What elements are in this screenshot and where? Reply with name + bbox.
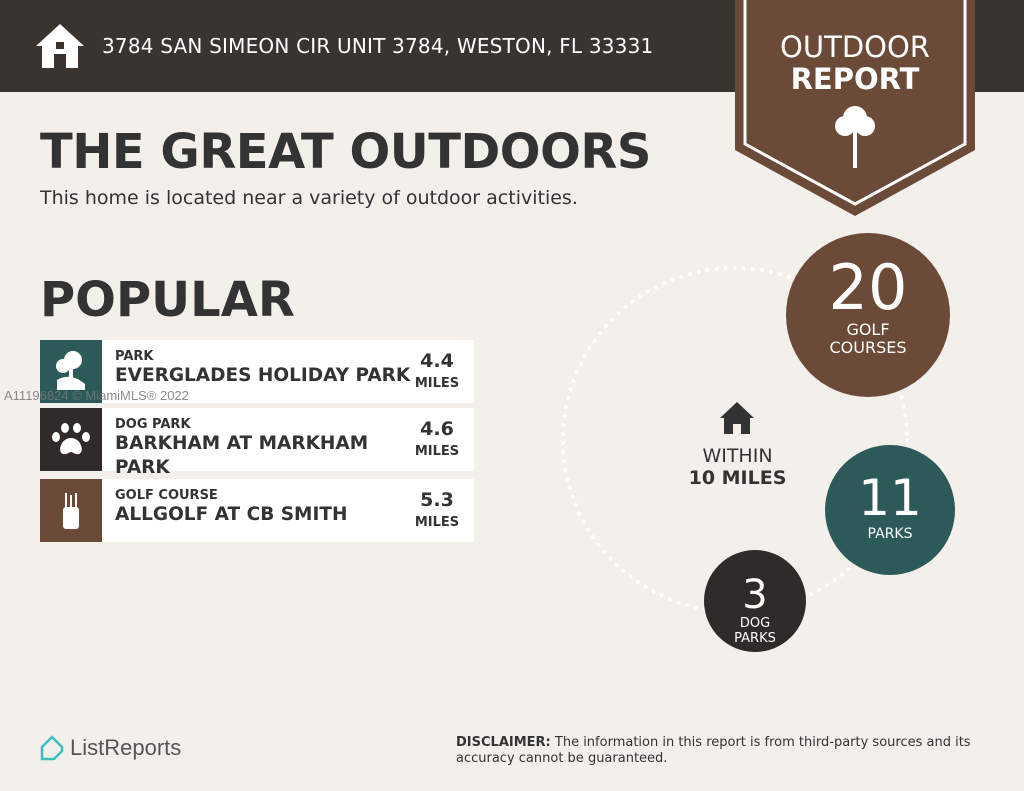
- item-category: GOLF COURSE: [115, 488, 218, 503]
- listreports-logo-icon: [40, 735, 64, 761]
- item-distance: 4.4: [420, 350, 454, 372]
- list-item: DOG PARK BARKHAM AT MARKHAM PARK 4.6 MIL…: [40, 408, 474, 478]
- parks-label: PARKS: [867, 526, 913, 542]
- disclaimer: DISCLAIMER: The information in this repo…: [456, 735, 996, 767]
- within-label: WITHIN: [702, 445, 773, 467]
- item-name: ALLGOLF AT CB SMITH: [115, 504, 348, 525]
- dog-count: 3: [742, 572, 768, 618]
- badge-line1: OUTDOOR: [780, 30, 930, 64]
- item-unit: MILES: [414, 376, 460, 391]
- item-category: DOG PARK: [115, 417, 191, 432]
- parks-count: 11: [858, 469, 922, 527]
- within-distance: 10 MILES: [688, 467, 787, 489]
- disclaimer-label: DISCLAIMER:: [456, 735, 551, 750]
- item-distance: 5.3: [420, 489, 454, 511]
- dog-label: PARKS: [734, 631, 776, 646]
- dog-parks-count-circle: 3 DOG PARKS: [704, 550, 806, 652]
- tree-icon: [835, 106, 875, 168]
- list-item: GOLF COURSE ALLGOLF AT CB SMITH 5.3 MILE…: [40, 479, 474, 542]
- item-unit: MILES: [414, 444, 460, 459]
- trees-icon: [40, 340, 102, 403]
- item-category: PARK: [115, 349, 154, 364]
- listreports-logo: ListReports: [40, 735, 181, 761]
- address: 3784 SAN SIMEON CIR UNIT 3784, WESTON, F…: [102, 34, 654, 58]
- golf-bag-icon: [40, 479, 102, 542]
- home-icon: [36, 24, 84, 68]
- popular-heading: POPULAR: [40, 272, 295, 328]
- disclaimer-text: The information in this report is from t…: [456, 735, 971, 766]
- golf-label: COURSES: [829, 338, 907, 357]
- item-name: BARKHAM AT MARKHAM PARK: [115, 433, 369, 478]
- page-subtitle: This home is located near a variety of o…: [40, 187, 578, 209]
- logo-text: ListReports: [70, 735, 182, 760]
- item-unit: MILES: [414, 515, 460, 530]
- outdoor-report-badge: [735, 0, 975, 216]
- golf-courses-count-circle: 20 GOLF COURSES: [786, 233, 950, 397]
- golf-count: 20: [828, 251, 908, 324]
- watermark: A11196824 © MiamiMLS® 2022: [4, 388, 189, 403]
- badge-line2: REPORT: [790, 62, 920, 96]
- list-item: PARK EVERGLADES HOLIDAY PARK 4.4 MILES: [40, 340, 474, 403]
- golf-label: GOLF: [846, 320, 890, 339]
- dog-label: DOG: [739, 616, 771, 631]
- page-title: THE GREAT OUTDOORS: [40, 124, 651, 180]
- parks-count-circle: 11 PARKS: [825, 445, 955, 575]
- paw-icon: [40, 408, 102, 471]
- item-name: EVERGLADES HOLIDAY PARK: [115, 365, 411, 386]
- item-distance: 4.6: [420, 418, 454, 440]
- home-icon: [720, 402, 754, 434]
